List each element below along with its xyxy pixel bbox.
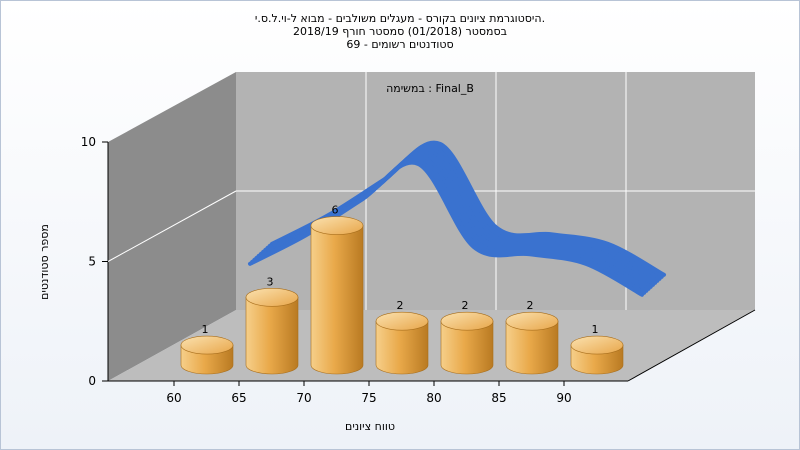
data-label: 1	[592, 323, 599, 336]
x-tick-label: 60	[166, 391, 181, 405]
data-label: 1	[202, 323, 209, 336]
x-tick-label: 90	[556, 391, 571, 405]
chart-annotation: במשימה : Final_B	[386, 82, 474, 95]
data-label: 2	[527, 299, 534, 312]
bar	[440, 320, 494, 375]
bar	[375, 320, 429, 375]
bar-top	[375, 311, 429, 331]
x-tick-label: 85	[491, 391, 506, 405]
x-tick-label: 65	[231, 391, 246, 405]
bar-top	[245, 287, 299, 307]
axes: 60 65 70 75 80 85 90 0 5 10	[81, 135, 572, 405]
bar	[310, 225, 364, 375]
y-tick-label: 5	[88, 255, 96, 269]
bar	[245, 297, 299, 375]
chart-subtitle-semester: בסמסטר (01/2018) סמסטר חורף 2018/19	[293, 25, 507, 38]
bars	[180, 216, 624, 375]
data-label: 2	[397, 299, 404, 312]
bar-top	[570, 335, 624, 355]
data-label: 6	[332, 204, 339, 217]
bar-top	[180, 335, 234, 355]
bar-top	[310, 216, 364, 235]
chart-subtitle-students: סטודנטים רשומים - 69	[346, 38, 454, 51]
side-grid-line	[107, 190, 237, 262]
x-tick-label: 80	[426, 391, 441, 405]
x-tick-label: 75	[361, 391, 376, 405]
x-tick-label: 70	[296, 391, 311, 405]
bar-top	[440, 311, 494, 331]
data-labels: 1 3 6 2 2 2 1	[202, 204, 599, 337]
floor-right-edge	[627, 309, 756, 382]
y-tick-label: 10	[81, 135, 96, 149]
data-label: 2	[462, 299, 469, 312]
bar-top	[505, 311, 559, 331]
bar	[505, 320, 559, 375]
chart-title: היסטוגרמת ציונים בקורס - מעגלים משולבים …	[254, 12, 546, 25]
y-tick-label: 0	[88, 374, 96, 388]
data-label: 3	[267, 275, 274, 288]
x-axis-label: טווח ציונים	[345, 420, 395, 433]
y-axis-label: מספר סטודנטים	[38, 224, 51, 300]
